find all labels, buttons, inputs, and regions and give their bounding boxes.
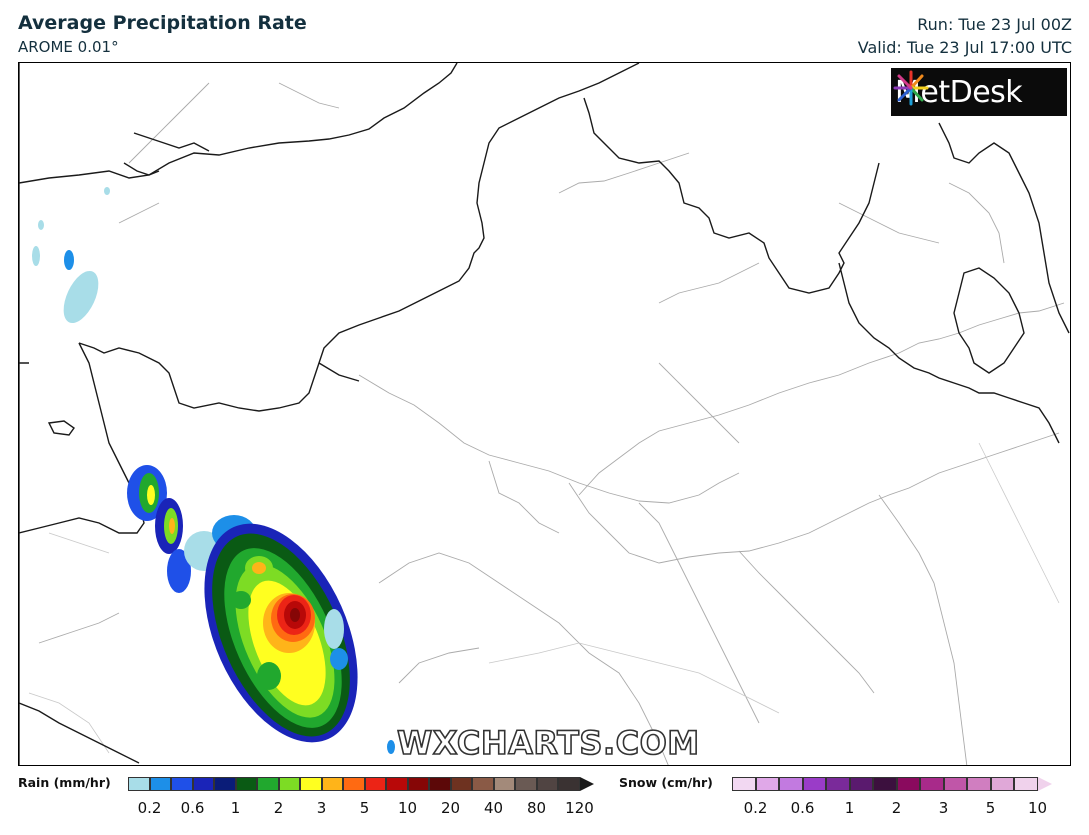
rain-swatch (407, 777, 429, 791)
rain-tick-label: 20 (440, 799, 461, 817)
rain-swatch (235, 777, 257, 791)
run-time: Run: Tue 23 Jul 00Z (917, 15, 1072, 34)
snow-tick-label: 2 (891, 799, 902, 817)
snow-swatch (826, 777, 850, 791)
rain-tick-label: 0.6 (180, 799, 205, 817)
rain-swatch (192, 777, 214, 791)
snow-swatch (732, 777, 756, 791)
snow-swatch (755, 777, 779, 791)
rain-swatch (257, 777, 279, 791)
snow-swatch (990, 777, 1014, 791)
precip-storm (127, 465, 358, 743)
rain-swatch (321, 777, 343, 791)
rain-swatch (472, 777, 494, 791)
snow-swatch (873, 777, 897, 791)
model-label: AROME 0.01° (18, 38, 119, 56)
metdesk-logo: MetDesk (891, 68, 1067, 116)
rain-swatch (214, 777, 236, 791)
snow-swatch (849, 777, 873, 791)
rain-tick-label: 120 (565, 799, 594, 817)
snow-color-scale (732, 777, 1052, 791)
snow-tick-label: 3 (938, 799, 949, 817)
rain-swatch (128, 777, 150, 791)
rain-swatch (300, 777, 322, 791)
chart-title: Average Precipitation Rate (18, 12, 307, 34)
rain-legend-label: Rain (mm/hr) (18, 775, 111, 790)
rain-tick-label: 1 (230, 799, 241, 817)
valid-time: Valid: Tue 23 Jul 17:00 UTC (857, 38, 1072, 57)
watermark-text: WXCHARTS.COM (396, 723, 700, 763)
snow-tick-label: 0.6 (790, 799, 815, 817)
region-boundaries (28, 442, 1060, 754)
coastlines (19, 63, 1070, 765)
rain-tick-label: 10 (397, 799, 418, 817)
rain-tick-label: 3 (316, 799, 327, 817)
rain-swatch (429, 777, 451, 791)
map-canvas (19, 63, 1070, 765)
rain-swatch (364, 777, 386, 791)
precipitation-map[interactable]: MetDesk WXCHARTS.COM (18, 62, 1071, 766)
rain-swatch (278, 777, 300, 791)
rivers (38, 82, 1065, 765)
rain-swatch (343, 777, 365, 791)
rain-color-scale (128, 777, 594, 791)
snow-swatch (896, 777, 920, 791)
snow-swatch (779, 777, 803, 791)
snow-swatch (967, 777, 991, 791)
snow-legend-label: Snow (cm/hr) (619, 775, 713, 790)
rain-tick-label: 40 (483, 799, 504, 817)
snow-swatch (920, 777, 944, 791)
rain-swatch (536, 777, 558, 791)
rain-swatch (386, 777, 408, 791)
snow-swatch (943, 777, 967, 791)
snow-tick-label: 1 (844, 799, 855, 817)
rain-tick-label: 5 (359, 799, 370, 817)
snow-scale-ticks: 0.2 0.6 1 2 3 5 10 (732, 799, 1072, 819)
rain-swatch (515, 777, 537, 791)
rain-tick-label: 2 (273, 799, 284, 817)
rain-swatch (558, 777, 580, 791)
rain-swatch (171, 777, 193, 791)
rain-scale-ticks: 0.2 0.6 1 2 3 5 10 20 40 80 120 (128, 799, 594, 819)
rain-tick-label: 80 (526, 799, 547, 817)
snow-tick-label: 10 (1027, 799, 1048, 817)
metdesk-logo-icon (893, 70, 929, 106)
snow-swatch (802, 777, 826, 791)
rain-tick-label: 0.2 (137, 799, 162, 817)
snow-swatch (1014, 777, 1038, 791)
rain-swatch (450, 777, 472, 791)
snow-scale-arrow (1037, 777, 1052, 791)
rain-swatch (149, 777, 171, 791)
snow-tick-label: 0.2 (743, 799, 768, 817)
rain-swatch (493, 777, 515, 791)
rain-scale-arrow (579, 777, 594, 791)
snow-tick-label: 5 (985, 799, 996, 817)
precip-light (32, 187, 395, 754)
